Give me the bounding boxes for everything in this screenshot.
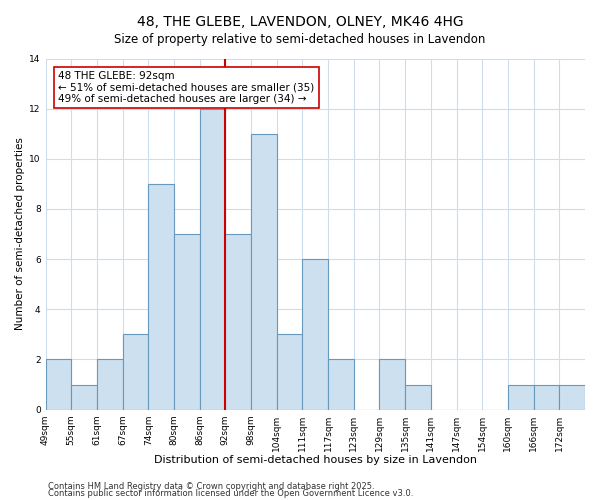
Text: Contains HM Land Registry data © Crown copyright and database right 2025.: Contains HM Land Registry data © Crown c…	[48, 482, 374, 491]
Bar	[302, 259, 328, 410]
Text: 48, THE GLEBE, LAVENDON, OLNEY, MK46 4HG: 48, THE GLEBE, LAVENDON, OLNEY, MK46 4HG	[137, 15, 463, 29]
Bar	[277, 334, 302, 409]
Bar	[379, 360, 405, 410]
Bar	[226, 234, 251, 410]
Y-axis label: Number of semi-detached properties: Number of semi-detached properties	[15, 138, 25, 330]
Text: Size of property relative to semi-detached houses in Lavendon: Size of property relative to semi-detach…	[115, 32, 485, 46]
Bar	[533, 384, 559, 409]
X-axis label: Distribution of semi-detached houses by size in Lavendon: Distribution of semi-detached houses by …	[154, 455, 477, 465]
Bar	[148, 184, 174, 410]
Bar	[251, 134, 277, 409]
Bar	[559, 384, 585, 409]
Bar	[97, 360, 122, 410]
Bar	[328, 360, 354, 410]
Bar	[200, 108, 226, 410]
Bar	[508, 384, 533, 409]
Bar	[405, 384, 431, 409]
Bar	[122, 334, 148, 409]
Text: Contains public sector information licensed under the Open Government Licence v3: Contains public sector information licen…	[48, 490, 413, 498]
Bar	[174, 234, 200, 410]
Text: 48 THE GLEBE: 92sqm
← 51% of semi-detached houses are smaller (35)
49% of semi-d: 48 THE GLEBE: 92sqm ← 51% of semi-detach…	[58, 71, 314, 104]
Bar	[46, 360, 71, 410]
Bar	[71, 384, 97, 409]
